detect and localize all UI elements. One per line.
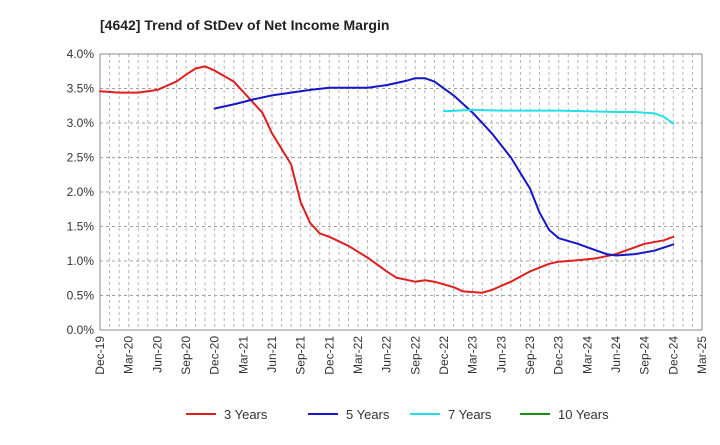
x-tick-label: Mar-22 bbox=[351, 336, 365, 374]
y-tick-label: 2.0% bbox=[67, 185, 95, 199]
y-tick-label: 0.5% bbox=[67, 289, 95, 303]
x-tick-label: Jun-23 bbox=[494, 336, 508, 373]
x-tick-label: Sep-24 bbox=[638, 336, 652, 375]
x-tick-label: Jun-21 bbox=[265, 336, 279, 373]
x-tick-label: Jun-22 bbox=[380, 336, 394, 373]
y-tick-label: 0.0% bbox=[67, 323, 95, 337]
series-line-5-years bbox=[213, 77, 675, 257]
y-tick-label: 1.0% bbox=[67, 254, 95, 268]
x-tick-label: Jun-24 bbox=[609, 336, 623, 373]
y-tick-label: 2.5% bbox=[67, 151, 95, 165]
grid-layer bbox=[99, 53, 703, 331]
series-layer bbox=[99, 65, 675, 294]
x-tick-label: Mar-24 bbox=[580, 336, 594, 374]
x-tick-label: Sep-23 bbox=[523, 336, 537, 375]
series-line-3-years bbox=[99, 65, 675, 294]
plot-frame bbox=[99, 53, 703, 331]
x-tick-label: Jun-20 bbox=[150, 336, 164, 373]
x-tick-label: Dec-20 bbox=[208, 336, 222, 375]
x-tick-label: Dec-19 bbox=[93, 336, 107, 375]
y-tick-label: 3.5% bbox=[67, 82, 95, 96]
x-tick-label: Sep-21 bbox=[294, 336, 308, 375]
x-tick-label: Dec-23 bbox=[552, 336, 566, 375]
x-tick-label: Mar-25 bbox=[695, 336, 709, 374]
legend: 3 Years 5 Years 7 Years 10 Years bbox=[186, 407, 609, 422]
x-tick-label: Mar-21 bbox=[236, 336, 250, 374]
x-tick-label: Mar-20 bbox=[122, 336, 136, 374]
legend-label-3-years: 3 Years bbox=[224, 407, 268, 422]
axis-layer: 0.0% 0.5% 1.0% 1.5% 2.0% 2.5% 3.0% 3.5% 4.0% Dec-… bbox=[67, 47, 709, 375]
x-tick-label: Sep-20 bbox=[179, 336, 193, 375]
y-tick-label: 1.5% bbox=[67, 220, 95, 234]
y-tick-label: 4.0% bbox=[67, 47, 95, 61]
x-tick-label: Dec-21 bbox=[322, 336, 336, 375]
y-tick-label: 3.0% bbox=[67, 116, 95, 130]
x-tick-label: Dec-24 bbox=[666, 336, 680, 375]
x-tick-label: Dec-22 bbox=[437, 336, 451, 375]
legend-label-7-years: 7 Years bbox=[448, 407, 492, 422]
series-line-7-years bbox=[443, 108, 675, 125]
x-tick-label: Mar-23 bbox=[466, 336, 480, 374]
x-tick-label: Sep-22 bbox=[408, 336, 422, 375]
legend-label-5-years: 5 Years bbox=[346, 407, 390, 422]
legend-label-10-years: 10 Years bbox=[558, 407, 609, 422]
chart-title: [4642] Trend of StDev of Net Income Marg… bbox=[100, 17, 389, 33]
